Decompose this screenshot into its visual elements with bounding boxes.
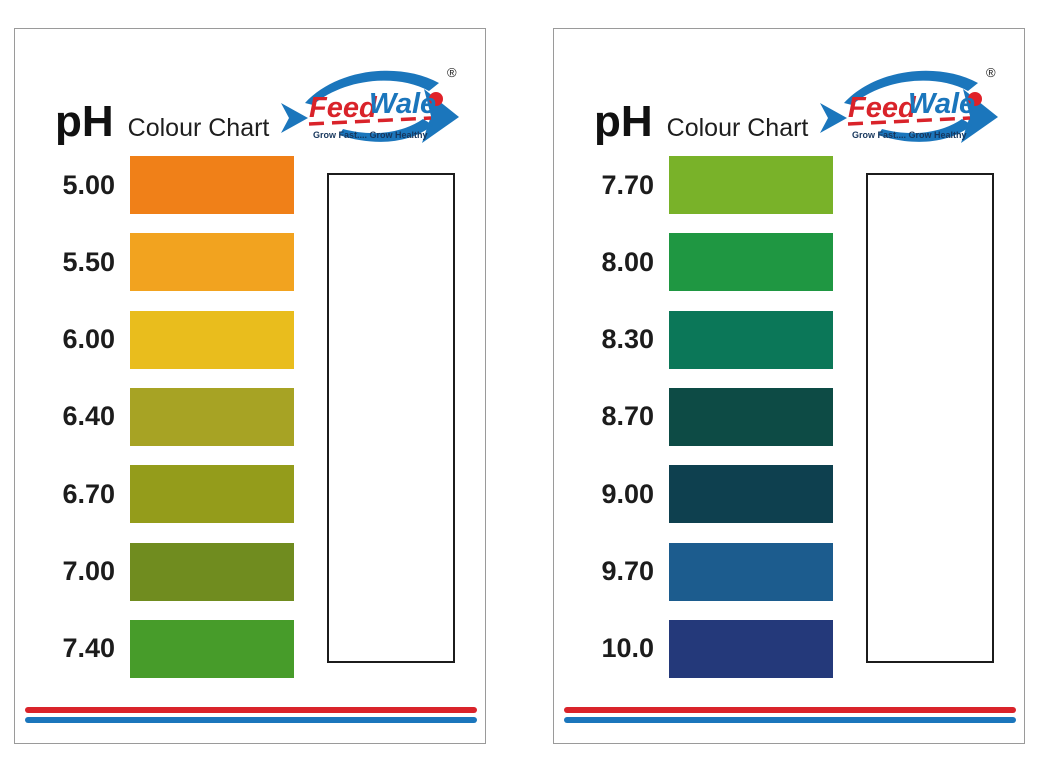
ph-row: 6.40 (43, 387, 294, 446)
ph-title: pH (594, 97, 653, 146)
fish-eye-icon (429, 92, 443, 106)
ph-value-label: 6.40 (62, 401, 115, 432)
ph-color-swatch (669, 465, 833, 524)
ph-color-swatch (669, 619, 833, 678)
logo-dashed-underline (847, 116, 971, 126)
ph-row: 7.40 (43, 619, 294, 678)
brand-name-wale: Wale (369, 88, 436, 120)
ph-row: 9.70 (582, 542, 833, 601)
ph-color-swatch (130, 387, 294, 446)
ph-color-swatch (669, 387, 833, 446)
test-strip-window (866, 173, 994, 663)
colour-chart-title: Colour Chart (666, 114, 809, 142)
ph-color-swatch (130, 542, 294, 601)
ph-value-label: 7.70 (601, 169, 654, 200)
fish-tail-icon (820, 103, 847, 133)
red-divider-line (564, 707, 1016, 713)
brand-name-feed: Feed (309, 92, 378, 124)
ph-color-swatch (669, 310, 833, 369)
registered-mark: ® (447, 65, 457, 80)
ph-row: 9.00 (582, 465, 833, 524)
ph-chart-card-acidic: pH Colour Chart ® Feed Wale Grow Fast...… (14, 28, 486, 744)
ph-value-label: 10.0 (601, 633, 654, 664)
brand-name-wale: Wale (908, 88, 975, 120)
fish-tail-icon (281, 103, 308, 133)
ph-row: 10.0 (582, 619, 833, 678)
ph-value-label: 5.50 (62, 246, 115, 277)
ph-row: 7.70 (582, 156, 833, 214)
ph-color-swatch (130, 233, 294, 292)
colour-chart-title: Colour Chart (127, 114, 270, 142)
ph-value-label: 7.00 (62, 556, 115, 587)
ph-row: 7.00 (43, 542, 294, 601)
ph-color-swatch (669, 233, 833, 292)
ph-scale-rows: 5.00 5.50 6.00 6.40 6.70 7.00 7.40 (43, 156, 294, 678)
fish-bottom-fin-icon (339, 119, 433, 142)
ph-color-swatch (130, 465, 294, 524)
blue-divider-line (564, 717, 1016, 723)
ph-row: 6.00 (43, 310, 294, 369)
panel-title: pH Colour Chart (55, 97, 269, 147)
logo-dashed-underline (308, 116, 432, 126)
ph-value-label: 7.40 (62, 633, 115, 664)
ph-row: 8.70 (582, 387, 833, 446)
ph-scale-rows: 7.70 8.00 8.30 8.70 9.00 9.70 10.0 (582, 156, 833, 678)
brand-tagline: Grow Fast.... Grow Healthy (313, 130, 428, 140)
fish-top-fin-icon (305, 70, 439, 105)
ph-value-label: 6.00 (62, 324, 115, 355)
ph-chart-card-alkaline: pH Colour Chart ® Feed Wale Grow Fast...… (553, 28, 1025, 744)
panel-title: pH Colour Chart (594, 97, 808, 147)
ph-row: 6.70 (43, 465, 294, 524)
ph-value-label: 9.70 (601, 556, 654, 587)
ph-color-swatch (130, 619, 294, 678)
ph-row: 8.30 (582, 310, 833, 369)
ph-row: 5.50 (43, 233, 294, 292)
feedwale-logo: ® Feed Wale Grow Fast.... Grow Healthy (820, 61, 1000, 149)
fish-eye-icon (968, 92, 982, 106)
ph-title: pH (55, 97, 114, 146)
test-strip-window (327, 173, 455, 663)
ph-value-label: 8.00 (601, 246, 654, 277)
ph-value-label: 9.00 (601, 478, 654, 509)
brand-tagline: Grow Fast.... Grow Healthy (852, 130, 967, 140)
feedwale-logo: ® Feed Wale Grow Fast.... Grow Healthy (281, 61, 461, 149)
ph-value-label: 6.70 (62, 478, 115, 509)
ph-color-swatch (669, 156, 833, 214)
ph-color-swatch (669, 542, 833, 601)
brand-name-feed: Feed (848, 92, 917, 124)
ph-row: 8.00 (582, 233, 833, 292)
ph-color-swatch (130, 156, 294, 214)
ph-value-label: 8.30 (601, 324, 654, 355)
ph-row: 5.00 (43, 156, 294, 214)
blue-divider-line (25, 717, 477, 723)
ph-color-swatch (130, 310, 294, 369)
ph-value-label: 5.00 (62, 169, 115, 200)
ph-value-label: 8.70 (601, 401, 654, 432)
red-divider-line (25, 707, 477, 713)
fish-top-fin-icon (844, 70, 978, 105)
registered-mark: ® (986, 65, 996, 80)
fish-bottom-fin-icon (878, 119, 972, 142)
